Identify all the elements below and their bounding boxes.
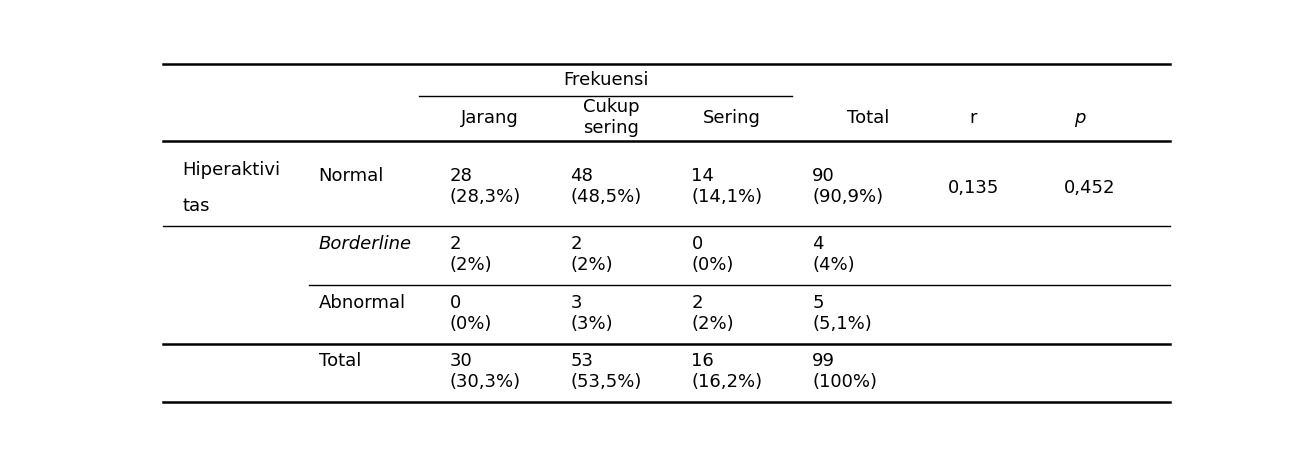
Text: 2
(2%): 2 (2%) <box>450 235 493 274</box>
Text: Total: Total <box>318 353 361 371</box>
Text: tas: tas <box>182 197 211 215</box>
Text: Sering: Sering <box>703 109 760 127</box>
Text: 99
(100%): 99 (100%) <box>812 353 878 391</box>
Text: 30
(30,3%): 30 (30,3%) <box>450 353 521 391</box>
Text: 16
(16,2%): 16 (16,2%) <box>692 353 763 391</box>
Text: Normal: Normal <box>318 168 384 186</box>
Text: Borderline: Borderline <box>318 235 412 253</box>
Text: Jarang: Jarang <box>462 109 519 127</box>
Text: 28
(28,3%): 28 (28,3%) <box>450 168 521 207</box>
Text: Abnormal: Abnormal <box>318 294 406 312</box>
Text: 53
(53,5%): 53 (53,5%) <box>571 353 642 391</box>
Text: p: p <box>1074 109 1086 127</box>
Text: Cukup
sering: Cukup sering <box>582 98 640 137</box>
Text: 3
(3%): 3 (3%) <box>571 294 614 333</box>
Text: 14
(14,1%): 14 (14,1%) <box>692 168 763 207</box>
Text: 0,135: 0,135 <box>948 179 1000 197</box>
Text: 4
(4%): 4 (4%) <box>812 235 855 274</box>
Text: Total: Total <box>846 109 889 127</box>
Text: 48
(48,5%): 48 (48,5%) <box>571 168 642 207</box>
Text: 2
(2%): 2 (2%) <box>692 294 734 333</box>
Text: 0,452: 0,452 <box>1063 179 1115 197</box>
Text: 0
(0%): 0 (0%) <box>450 294 491 333</box>
Text: 0
(0%): 0 (0%) <box>692 235 733 274</box>
Text: 2
(2%): 2 (2%) <box>571 235 614 274</box>
Text: Hiperaktivi: Hiperaktivi <box>182 161 281 179</box>
Text: r: r <box>970 109 978 127</box>
Text: 5
(5,1%): 5 (5,1%) <box>812 294 872 333</box>
Text: Frekuensi: Frekuensi <box>563 71 649 89</box>
Text: 90
(90,9%): 90 (90,9%) <box>812 168 884 207</box>
